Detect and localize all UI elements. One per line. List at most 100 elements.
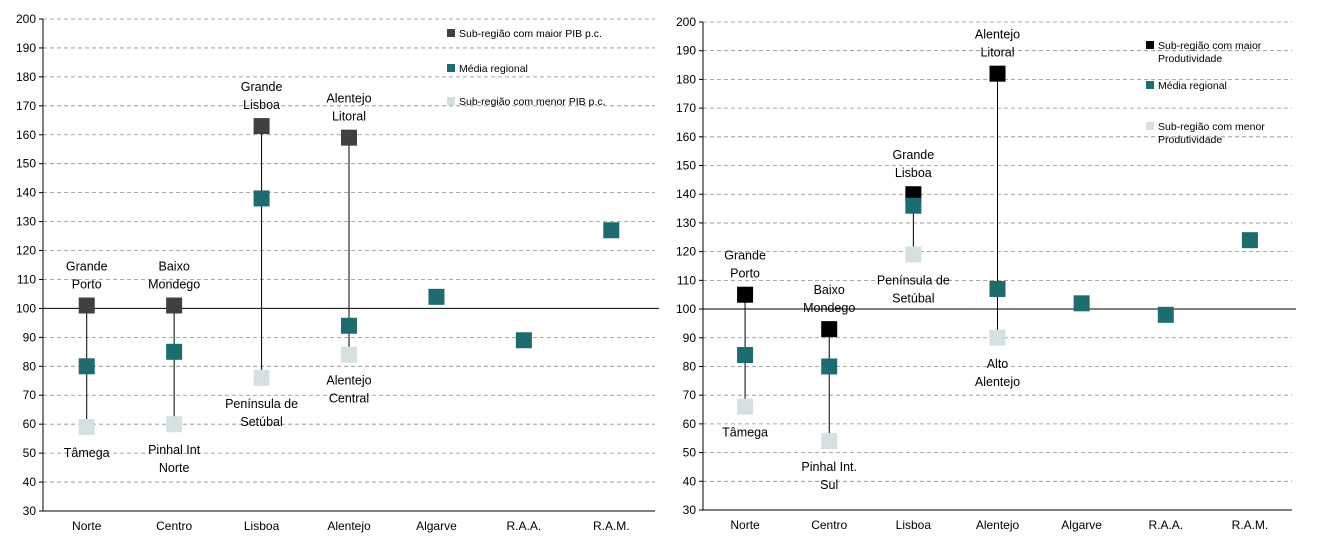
data-point bbox=[78, 419, 95, 436]
y-tick-label: 60 bbox=[683, 417, 697, 431]
point-annotation: Pinhal Int. bbox=[801, 460, 857, 474]
point-annotation: Pinhal Int bbox=[148, 443, 201, 457]
x-tick-label: R.A.M. bbox=[593, 519, 630, 533]
y-tick-label: 160 bbox=[16, 128, 36, 142]
range-connectors bbox=[86, 126, 350, 428]
data-point bbox=[737, 286, 754, 303]
y-tick-label: 60 bbox=[23, 417, 37, 431]
y-tick-label: 190 bbox=[676, 44, 696, 58]
y-tick-labels: 30 40 50 60 70 80 90 100 110 120 130 140 150 160 170 18… bbox=[16, 12, 36, 518]
point-annotations: Grande Porto Tâmega Baixo Mondego Pinhal Int.… bbox=[722, 28, 1020, 492]
legend-label: Média regional bbox=[1158, 80, 1227, 92]
legend-label: Sub-região com maior Produtividade bbox=[1158, 40, 1262, 65]
point-annotation: Alentejo bbox=[975, 375, 1020, 389]
data-point bbox=[821, 321, 838, 338]
data-point bbox=[905, 246, 922, 263]
x-tick-label: Algarve bbox=[416, 519, 457, 533]
legend-swatch bbox=[447, 64, 455, 72]
data-point bbox=[905, 197, 922, 214]
legend: Sub-região com maior PIB p.c. Média regio… bbox=[447, 28, 605, 108]
y-tick-label: 90 bbox=[23, 330, 37, 344]
series-markers bbox=[737, 246, 1006, 450]
data-point bbox=[821, 358, 838, 375]
y-tick-label: 170 bbox=[676, 101, 696, 115]
y-tick-label: 110 bbox=[677, 273, 696, 287]
data-point bbox=[989, 329, 1006, 346]
y-tick-label: 120 bbox=[676, 245, 696, 259]
data-point bbox=[253, 118, 270, 135]
y-tick-label: 90 bbox=[683, 331, 697, 345]
data-point bbox=[428, 288, 445, 305]
range-connectors bbox=[744, 73, 998, 442]
y-tick-label: 140 bbox=[16, 186, 36, 200]
legend-swatch bbox=[447, 97, 455, 105]
y-tick-label: 80 bbox=[23, 359, 37, 373]
data-point bbox=[166, 343, 183, 360]
gdp-per-capita-chart: 30 40 50 60 70 80 90 100 110 120 130 140 150 160 170 18… bbox=[16, 12, 659, 533]
y-tick-label: 70 bbox=[683, 388, 697, 402]
point-annotation: Península de bbox=[225, 397, 298, 411]
legend: Sub-região com maior Produtividade Média r… bbox=[1146, 40, 1265, 146]
y-tick-label: 110 bbox=[17, 272, 36, 286]
y-tick-label: 130 bbox=[676, 216, 696, 230]
y-tick-label: 80 bbox=[683, 359, 697, 373]
x-tick-label: Norte bbox=[72, 519, 102, 533]
legend-label: Sub-região com maior PIB p.c. bbox=[459, 28, 602, 40]
x-tick-label: Norte bbox=[730, 518, 760, 532]
point-annotation: Sul bbox=[820, 478, 838, 492]
point-annotation: Lisboa bbox=[243, 98, 280, 112]
point-annotation: Baixo bbox=[159, 260, 190, 274]
y-tick-label: 130 bbox=[16, 215, 36, 229]
legend-label: Média regional bbox=[459, 63, 528, 75]
x-tick-label: Algarve bbox=[1061, 518, 1102, 532]
productivity-chart: 30 40 50 60 70 80 90 100 110 120 130 140 150 160 170 18… bbox=[676, 15, 1296, 532]
point-annotation: Setúbal bbox=[892, 292, 934, 306]
data-point bbox=[1073, 295, 1090, 312]
data-point bbox=[737, 346, 754, 363]
y-tick-label: 30 bbox=[683, 503, 697, 517]
series-markers bbox=[78, 346, 357, 436]
y-tick-label: 40 bbox=[683, 474, 697, 488]
point-annotation: Mondego bbox=[803, 301, 855, 315]
point-annotation: Grande bbox=[66, 260, 108, 274]
y-tick-label: 70 bbox=[23, 388, 37, 402]
point-annotation: Grande bbox=[893, 148, 935, 162]
point-annotation: Central bbox=[329, 392, 369, 406]
point-annotation: Alentejo bbox=[975, 28, 1020, 42]
point-annotation: Norte bbox=[159, 461, 190, 475]
axes bbox=[699, 21, 1296, 511]
data-point bbox=[166, 416, 183, 433]
point-annotation: Litoral bbox=[332, 110, 366, 124]
point-annotation: Litoral bbox=[980, 46, 1014, 60]
series-markers bbox=[737, 197, 1258, 375]
series-markers bbox=[78, 118, 357, 314]
data-point bbox=[821, 433, 838, 450]
y-tick-label: 160 bbox=[676, 130, 696, 144]
x-tick-label: R.A.M. bbox=[1232, 518, 1269, 532]
data-point bbox=[78, 358, 95, 375]
y-tick-label: 50 bbox=[23, 446, 37, 460]
data-point bbox=[1157, 306, 1174, 323]
series-markers bbox=[737, 65, 1006, 338]
point-annotation: Baixo bbox=[814, 283, 845, 297]
data-point bbox=[253, 190, 270, 207]
data-point bbox=[737, 398, 754, 415]
x-tick-labels: Norte Centro Lisboa Alentejo Algarve R.A.A. R.… bbox=[730, 518, 1268, 532]
data-point bbox=[515, 332, 532, 349]
point-annotation: Alentejo bbox=[326, 92, 371, 106]
data-point bbox=[341, 346, 357, 363]
x-tick-label: Alentejo bbox=[327, 519, 371, 533]
data-point bbox=[78, 297, 95, 314]
data-point bbox=[253, 369, 270, 386]
x-tick-label: Centro bbox=[156, 519, 192, 533]
y-tick-label: 170 bbox=[16, 99, 36, 113]
y-tick-label: 100 bbox=[16, 301, 36, 315]
point-annotation: Mondego bbox=[148, 278, 200, 292]
legend-label: Sub-região com menor Produtividade bbox=[1158, 121, 1265, 146]
data-point bbox=[989, 280, 1006, 297]
x-tick-label: Alentejo bbox=[976, 518, 1020, 532]
x-tick-labels: Norte Centro Lisboa Alentejo Algarve R.A.A. R.… bbox=[72, 519, 630, 533]
data-point bbox=[1241, 232, 1258, 249]
point-annotation: Grande bbox=[241, 80, 283, 94]
